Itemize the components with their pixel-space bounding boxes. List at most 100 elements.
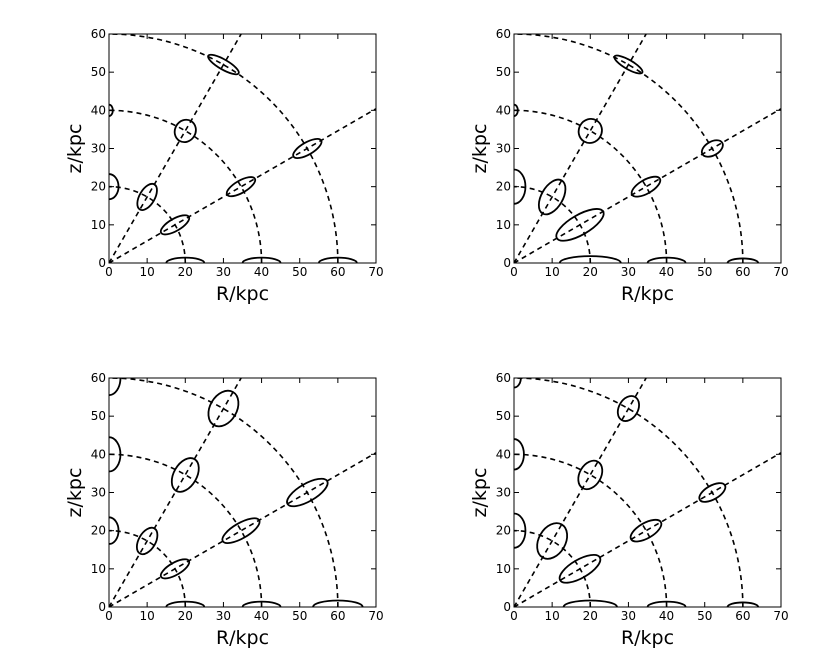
ellipse-point-10 (514, 512, 527, 549)
x-tick-label: 0 (105, 265, 113, 279)
y-tick-label: 10 (496, 562, 511, 576)
plot-frame (513, 377, 782, 608)
x-tick-label: 60 (330, 609, 345, 623)
y-tick-label: 40 (496, 103, 511, 117)
ellipse-point-2 (241, 256, 282, 263)
y-tick-label: 0 (98, 256, 106, 270)
ellipse-point-4 (159, 558, 191, 580)
guide-arc-r40 (514, 109, 668, 263)
y-tick-label: 20 (91, 524, 106, 538)
x-tick-label: 60 (735, 265, 750, 279)
ellipse-point-5 (630, 175, 662, 198)
guide-arc-r40 (514, 453, 668, 607)
ellipse-point-11 (109, 436, 122, 473)
y-tick-label: 30 (496, 142, 511, 156)
x-tick-label: 20 (583, 609, 598, 623)
plot-area (109, 34, 376, 263)
ellipse-point-9 (613, 54, 644, 75)
ellipse-point-2 (646, 256, 687, 263)
y-tick-label: 0 (98, 600, 106, 614)
y-tick-label: 30 (91, 142, 106, 156)
y-tick-label: 50 (496, 65, 511, 79)
ellipse-point-7 (536, 522, 569, 560)
x-tick-label: 30 (621, 265, 636, 279)
chart-panel-3: 0 10 20 30 40 50 60 70 0 10 20 30 40 50 60 R/kpc z/kpc (64, 371, 384, 648)
y-axis-label: z/kpc (469, 124, 491, 174)
ellipse-point-4 (555, 208, 605, 242)
y-tick-label: 20 (496, 524, 511, 538)
x-tick-label: 30 (621, 609, 636, 623)
y-tick-label: 40 (496, 447, 511, 461)
plot-frame (108, 33, 377, 264)
guide-ray-60deg (109, 34, 243, 263)
x-tick-label: 50 (697, 265, 712, 279)
y-tick-label: 0 (503, 256, 511, 270)
x-tick-label: 10 (140, 265, 155, 279)
y-tick-label: 50 (91, 65, 106, 79)
guide-arc-r60 (109, 378, 339, 607)
x-tick-label: 70 (368, 265, 383, 279)
x-tick-label: 0 (105, 609, 113, 623)
y-tick-label: 60 (91, 371, 106, 385)
x-tick-label: 50 (697, 609, 712, 623)
x-tick-label: 60 (735, 609, 750, 623)
guide-arc-r40 (109, 109, 263, 263)
ellipse-point-8 (577, 459, 604, 491)
x-tick-label: 10 (140, 609, 155, 623)
y-tick-label: 60 (91, 27, 106, 41)
x-tick-label: 20 (583, 265, 598, 279)
plot-area (109, 378, 376, 607)
chart-panel-4: 0 10 20 30 40 50 60 70 0 10 20 30 40 50 60 R/kpc z/kpc (469, 371, 789, 648)
x-tick-label: 30 (216, 265, 231, 279)
guide-ray-60deg (109, 378, 243, 607)
x-tick-label: 40 (254, 265, 269, 279)
ellipse-point-10 (109, 516, 120, 545)
x-axis-label: R/kpc (216, 627, 269, 648)
ellipse-point-1 (165, 600, 206, 607)
x-axis-label: R/kpc (216, 283, 269, 305)
guide-ray-60deg (514, 378, 648, 607)
x-tick-label: 50 (292, 265, 307, 279)
ellipse-point-6 (292, 138, 323, 159)
guide-ray-60deg (514, 34, 648, 263)
ellipse-point-3 (317, 256, 358, 263)
y-tick-label: 40 (91, 447, 106, 461)
guide-arc-r40 (109, 453, 263, 607)
ellipse-point-9 (616, 395, 640, 422)
ellipse-point-5 (629, 518, 663, 543)
ellipse-point-10 (109, 173, 120, 201)
y-tick-label: 30 (496, 486, 511, 500)
guide-ray-30deg (109, 107, 376, 263)
plot-frame (108, 377, 377, 608)
guide-ray-30deg (514, 451, 781, 607)
y-tick-label: 60 (496, 27, 511, 41)
y-tick-label: 50 (496, 409, 511, 423)
ellipse-point-4 (159, 214, 191, 236)
ellipse-point-7 (135, 526, 159, 556)
ellipse-point-6 (700, 139, 724, 158)
plot-frame (513, 33, 782, 264)
y-axis-label: z/kpc (64, 468, 86, 518)
x-tick-label: 10 (545, 609, 560, 623)
x-tick-label: 60 (330, 265, 345, 279)
ellipse-point-8 (170, 457, 200, 493)
x-tick-label: 0 (510, 609, 518, 623)
ellipse-point-8 (577, 118, 603, 144)
y-tick-label: 40 (91, 103, 106, 117)
x-tick-label: 70 (773, 265, 788, 279)
ellipse-point-2 (646, 600, 687, 607)
ellipse-point-2 (241, 600, 282, 607)
x-tick-label: 50 (292, 609, 307, 623)
x-axis-label: R/kpc (621, 627, 674, 648)
plot-area (514, 34, 781, 263)
ellipse-point-5 (221, 517, 261, 544)
y-tick-label: 20 (91, 180, 106, 194)
ellipse-point-9 (207, 53, 240, 76)
guide-ray-30deg (514, 107, 781, 263)
y-tick-label: 50 (91, 409, 106, 423)
y-tick-label: 30 (91, 486, 106, 500)
ellipse-point-7 (136, 182, 158, 211)
x-tick-label: 20 (178, 265, 193, 279)
x-tick-label: 0 (510, 265, 518, 279)
